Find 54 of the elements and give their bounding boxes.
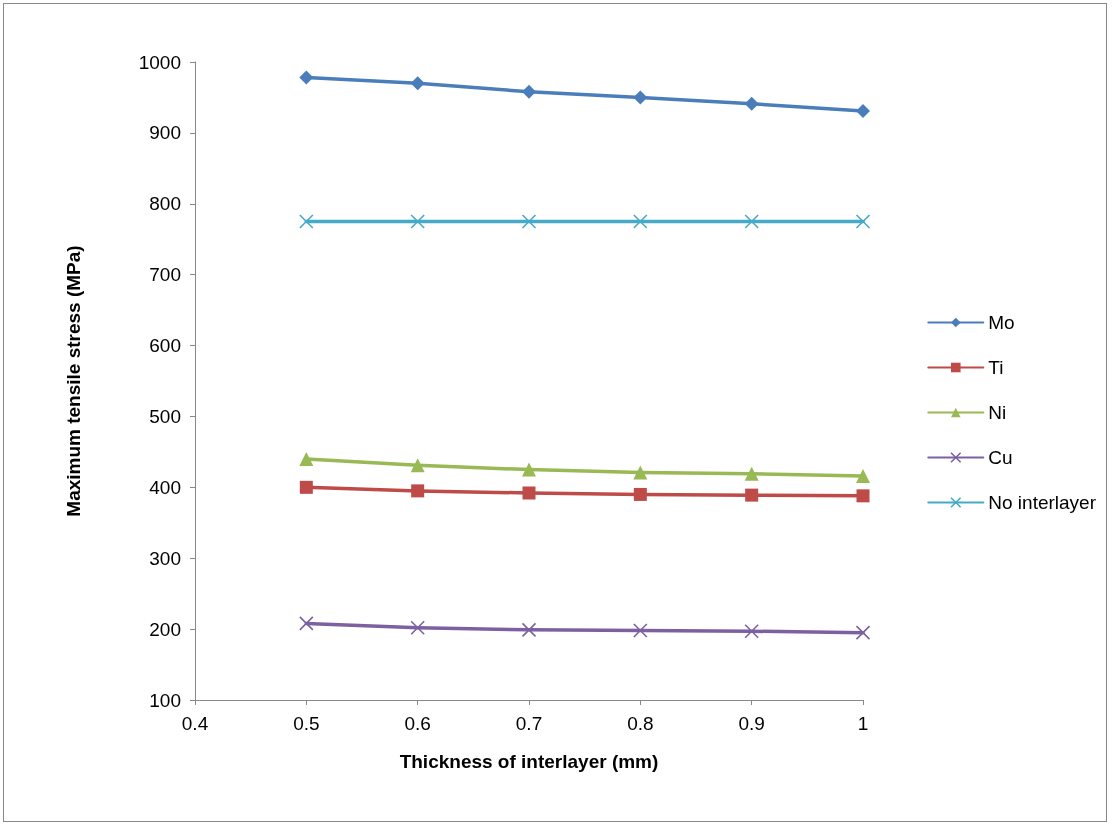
x-tick-label: 0.6	[404, 713, 431, 734]
point	[411, 484, 425, 498]
y-tick-label: 400	[149, 476, 181, 498]
x-tick-label: 0.7	[515, 713, 543, 734]
point	[299, 214, 314, 229]
x-tick-label: 0.9	[738, 713, 765, 734]
y-tick-label: 800	[149, 193, 181, 215]
point	[633, 623, 648, 638]
point	[633, 465, 648, 480]
y-tick-label: 600	[149, 335, 181, 357]
point	[522, 486, 536, 500]
point	[410, 214, 425, 229]
legend-label: Ni	[988, 402, 1007, 423]
y-tick-label: 100	[149, 689, 181, 711]
y-tick-label: 1000	[138, 51, 181, 73]
point	[521, 214, 537, 229]
point	[856, 103, 870, 118]
point	[744, 623, 759, 639]
x-tick-label: 0.8	[627, 713, 654, 734]
legend-label: Cu	[988, 447, 1013, 468]
legend-label: Mo	[988, 312, 1015, 333]
legend-label: No interlayer	[988, 492, 1097, 513]
point	[633, 214, 648, 229]
y-tick-label: 900	[149, 122, 181, 144]
point	[855, 214, 871, 229]
point	[299, 451, 314, 466]
x-tick-label: 0.4	[181, 713, 209, 734]
point	[633, 90, 648, 105]
point	[744, 96, 759, 111]
point	[522, 84, 536, 99]
point	[744, 466, 759, 481]
point	[410, 620, 425, 635]
y-tick-label: 500	[149, 405, 181, 427]
point	[410, 458, 425, 473]
point	[299, 70, 314, 85]
y-tick-label: 200	[149, 618, 181, 640]
x-tick-label: 1	[857, 713, 869, 734]
x-axis-title: Thickness of interlayer (mm)	[399, 751, 659, 772]
point	[299, 616, 314, 631]
point	[744, 214, 759, 229]
y-axis-title: Maximum tensile stress (MPa)	[63, 245, 84, 517]
point	[633, 487, 647, 501]
y-tick-label: 700	[149, 264, 181, 286]
point	[856, 468, 870, 483]
point	[856, 489, 870, 503]
legend-label: Ti	[988, 357, 1004, 378]
point	[299, 480, 313, 494]
point	[745, 488, 759, 502]
point	[521, 622, 537, 638]
y-tick-label: 300	[149, 547, 181, 569]
point	[855, 625, 871, 640]
point	[522, 462, 536, 477]
x-tick-label: 0.5	[293, 713, 320, 734]
point	[410, 76, 425, 91]
